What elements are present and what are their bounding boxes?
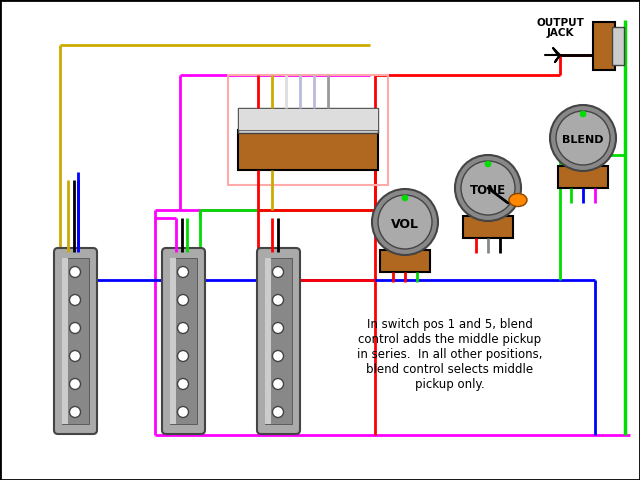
Bar <box>62 258 68 424</box>
Circle shape <box>378 195 432 249</box>
Bar <box>170 258 176 424</box>
Circle shape <box>70 407 81 418</box>
Circle shape <box>461 161 515 215</box>
Bar <box>170 258 197 424</box>
Circle shape <box>70 266 81 277</box>
Circle shape <box>402 195 408 201</box>
Text: VOL: VOL <box>391 217 419 230</box>
Circle shape <box>273 407 284 418</box>
Circle shape <box>177 379 189 389</box>
Circle shape <box>70 379 81 389</box>
Bar <box>62 258 89 424</box>
Circle shape <box>70 350 81 361</box>
Circle shape <box>273 266 284 277</box>
Bar <box>238 108 378 130</box>
FancyBboxPatch shape <box>162 248 205 434</box>
Circle shape <box>177 323 189 334</box>
Bar <box>228 75 388 185</box>
Circle shape <box>273 350 284 361</box>
FancyBboxPatch shape <box>257 248 300 434</box>
Bar <box>463 216 513 238</box>
Bar <box>558 166 608 188</box>
Text: In switch pos 1 and 5, blend
control adds the middle pickup
in series.  In all o: In switch pos 1 and 5, blend control add… <box>357 318 543 391</box>
FancyBboxPatch shape <box>54 248 97 434</box>
Bar <box>380 250 430 272</box>
Text: TONE: TONE <box>470 183 506 196</box>
Bar <box>265 258 271 424</box>
Circle shape <box>455 155 521 221</box>
Circle shape <box>580 111 586 117</box>
Circle shape <box>485 161 491 167</box>
Bar <box>612 27 624 65</box>
Circle shape <box>177 266 189 277</box>
Ellipse shape <box>509 193 527 206</box>
Circle shape <box>550 105 616 171</box>
Circle shape <box>70 295 81 305</box>
Circle shape <box>273 379 284 389</box>
Text: JACK: JACK <box>547 28 573 38</box>
Text: OUTPUT: OUTPUT <box>536 18 584 28</box>
Bar <box>593 22 615 70</box>
Text: BLEND: BLEND <box>563 135 604 145</box>
Bar <box>238 130 378 170</box>
Circle shape <box>273 323 284 334</box>
Circle shape <box>177 295 189 305</box>
Circle shape <box>70 323 81 334</box>
Circle shape <box>177 407 189 418</box>
Bar <box>265 258 292 424</box>
Circle shape <box>273 295 284 305</box>
Circle shape <box>372 189 438 255</box>
Bar <box>238 108 378 133</box>
Circle shape <box>556 111 610 165</box>
Circle shape <box>177 350 189 361</box>
